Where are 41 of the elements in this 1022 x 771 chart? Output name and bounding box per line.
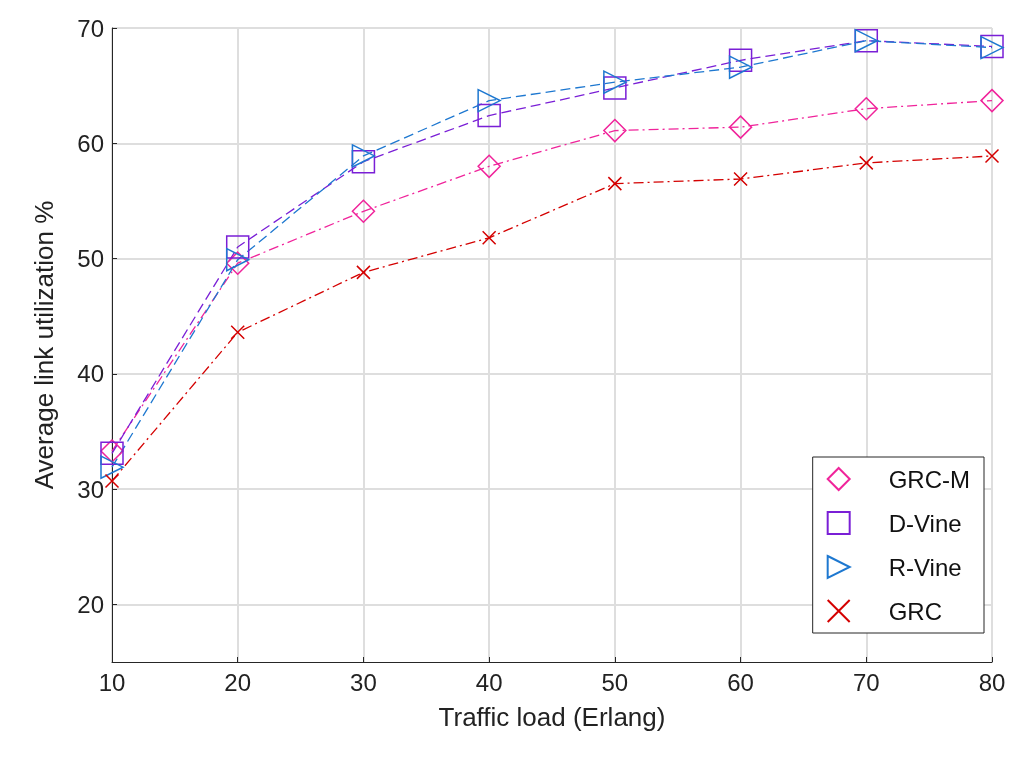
- point: [351, 144, 376, 168]
- point: [733, 171, 748, 187]
- y-tick-label: 30: [77, 475, 104, 503]
- point: [859, 155, 874, 171]
- x-tick-label: 10: [98, 668, 126, 696]
- point: [356, 265, 371, 280]
- y-axis-title: Average link utilization %: [29, 200, 59, 490]
- x-tick-label: 70: [852, 668, 880, 696]
- point: [477, 88, 501, 113]
- point: [603, 118, 627, 143]
- x-tick-label: 40: [475, 668, 503, 696]
- point: [607, 176, 623, 191]
- point: [980, 88, 1004, 113]
- point: [984, 148, 1000, 164]
- legend-label: D-Vine: [888, 509, 962, 537]
- point: [603, 70, 627, 94]
- point: [100, 455, 124, 479]
- y-tick-label: 20: [77, 590, 104, 618]
- point: [351, 199, 376, 224]
- y-tick-label: 70: [77, 14, 104, 42]
- x-tick-label: 60: [727, 668, 754, 696]
- point: [477, 103, 501, 128]
- x-tick-label: 80: [978, 668, 1006, 696]
- x-tick-label: 50: [601, 668, 629, 696]
- point: [104, 473, 120, 489]
- legend-label: GRC: [888, 597, 943, 625]
- point: [477, 154, 501, 179]
- point: [728, 55, 753, 79]
- point: [854, 96, 879, 121]
- legend-label: GRC-M: [888, 465, 971, 493]
- point: [225, 235, 250, 259]
- y-tick-label: 60: [77, 129, 104, 157]
- point: [481, 230, 497, 246]
- x-tick-label: 30: [350, 668, 377, 696]
- point: [728, 115, 753, 139]
- y-tick-label: 40: [77, 360, 104, 388]
- y-tick-label: 50: [77, 245, 104, 273]
- x-axis-title: Traffic load (Erlang): [438, 702, 666, 732]
- point: [230, 325, 245, 340]
- legend-label: R-Vine: [888, 553, 962, 581]
- x-tick-label: 20: [224, 668, 252, 696]
